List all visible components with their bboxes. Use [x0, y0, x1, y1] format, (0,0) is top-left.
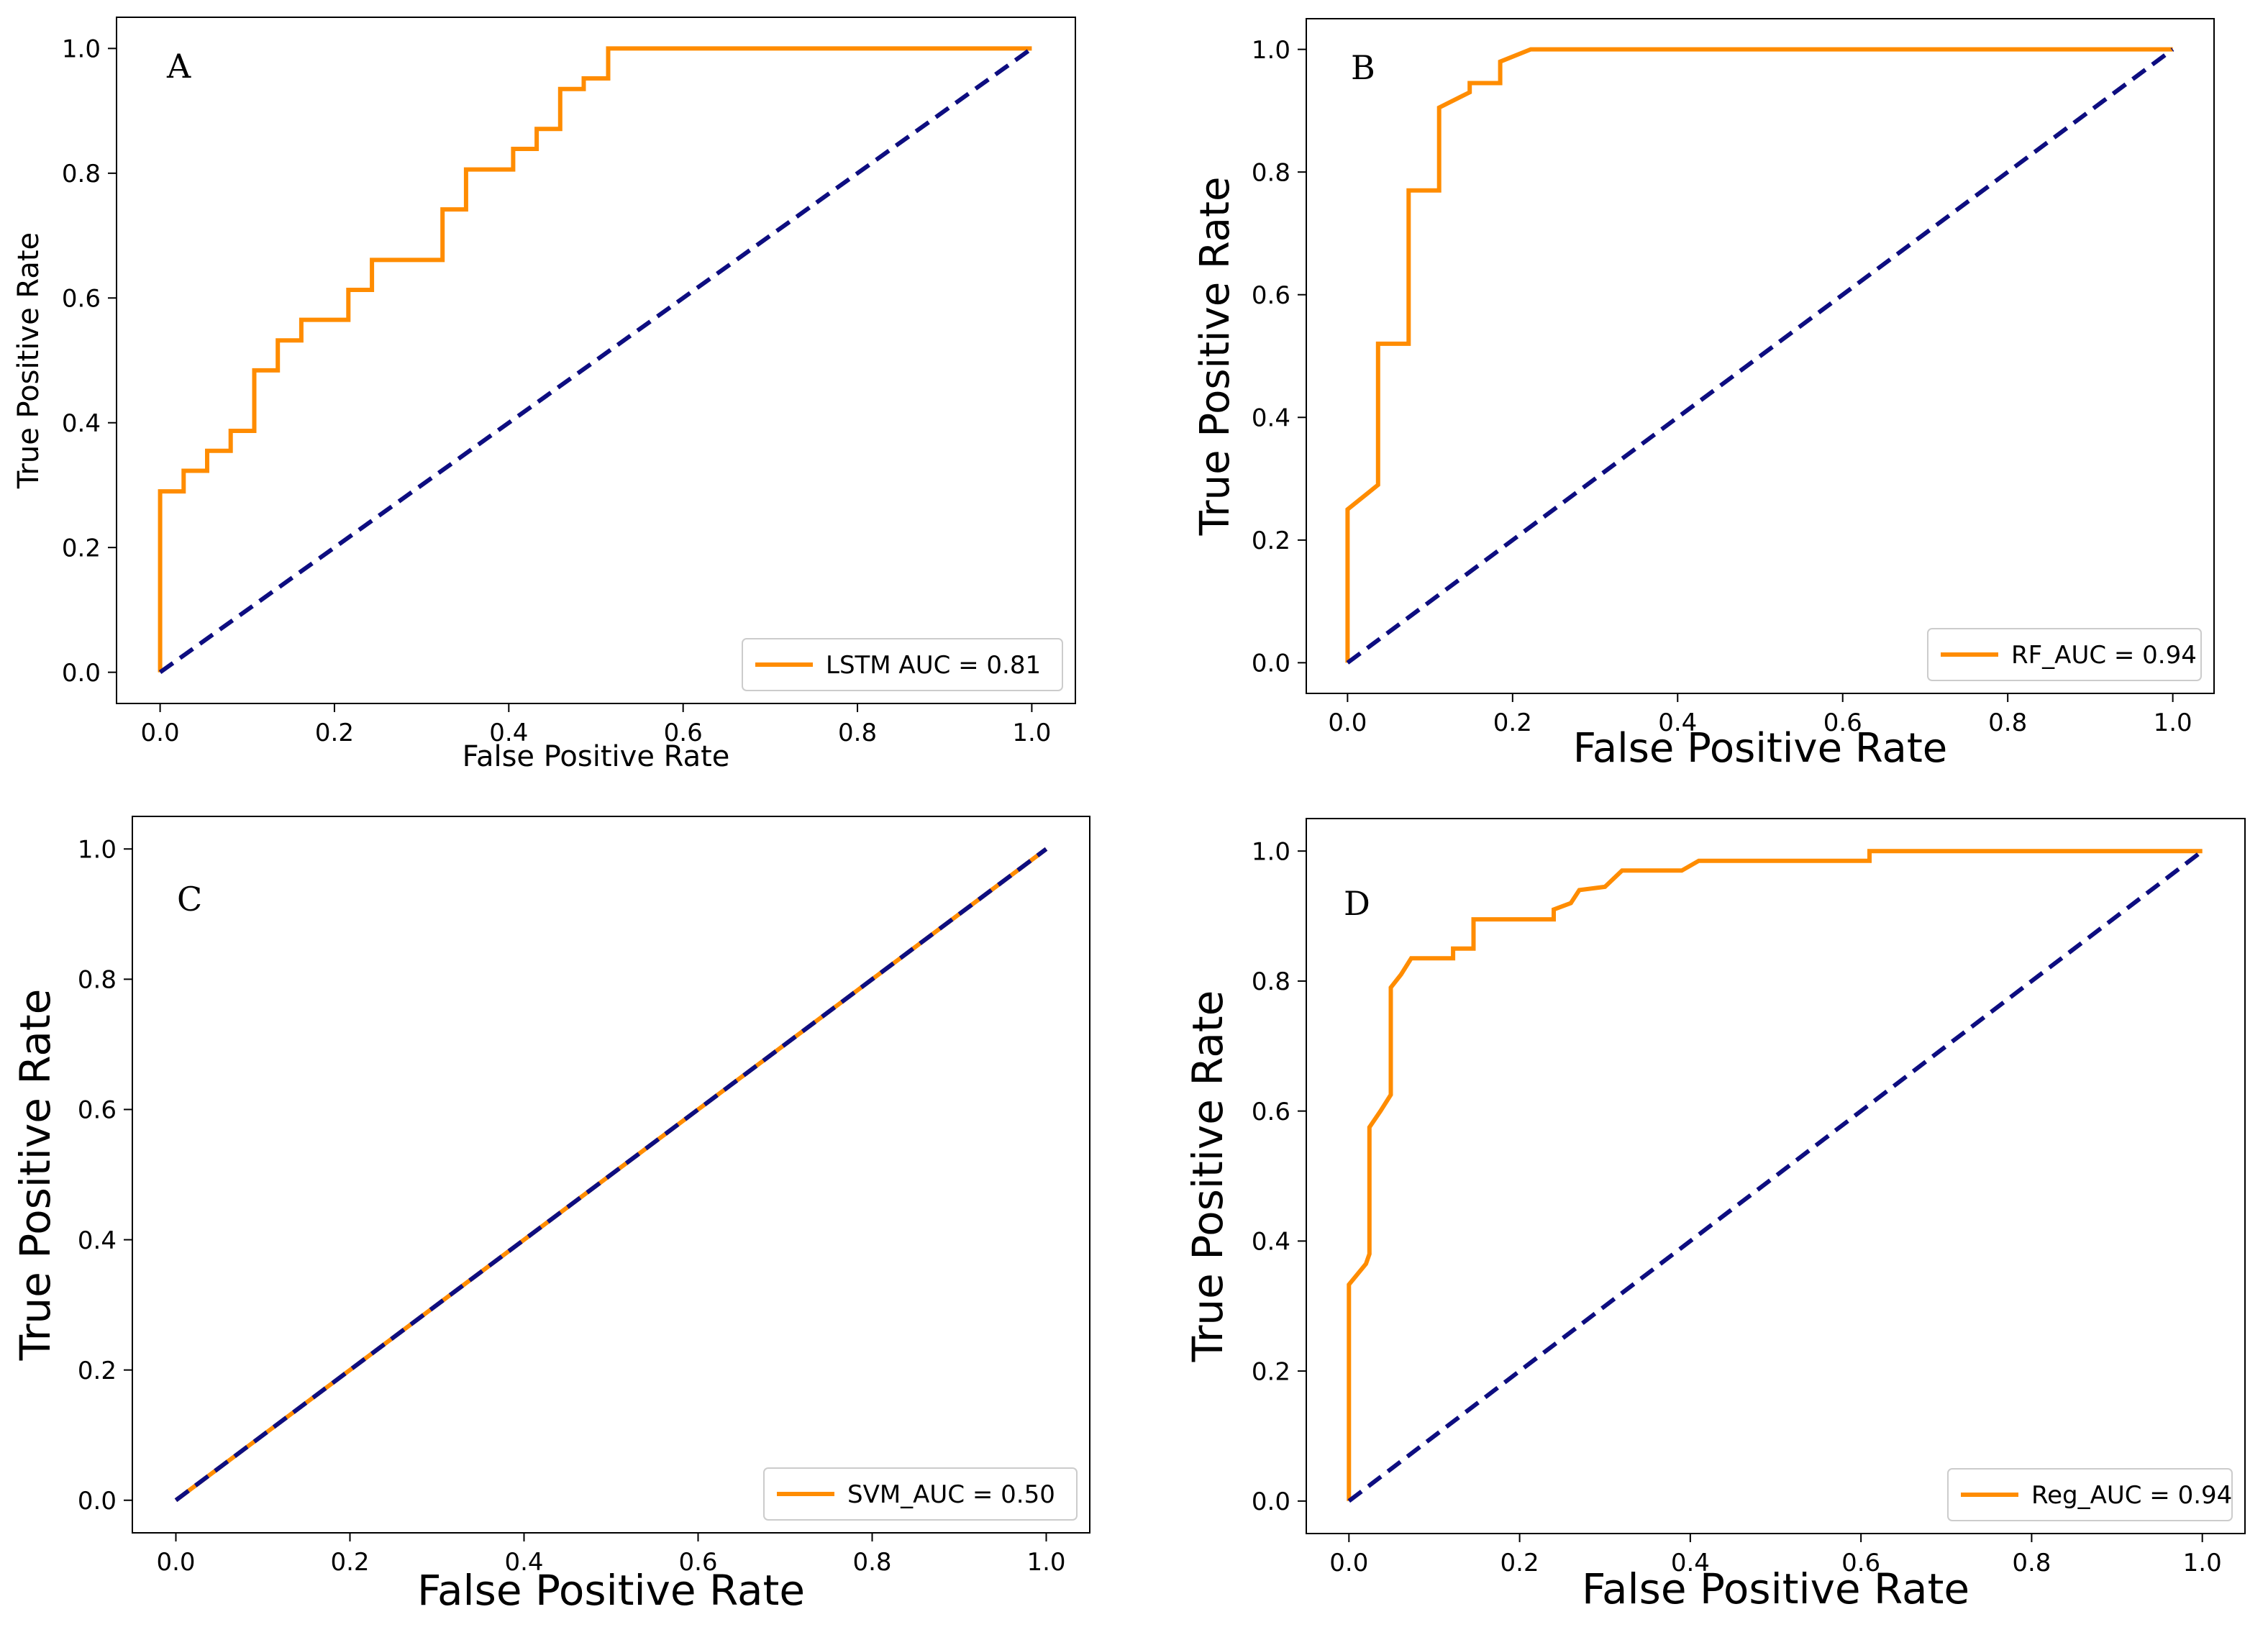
legend-b: RF_AUC = 0.94: [1927, 628, 2202, 681]
panel-letter-b: B: [1351, 48, 1375, 87]
x-tick-label-a-2: 0.4: [489, 719, 528, 747]
y-tick-label-b-3: 0.6: [1252, 281, 1290, 310]
x-tick-label-b-2: 0.4: [1658, 709, 1697, 737]
x-tick-label-c-3: 0.6: [678, 1548, 717, 1577]
x-tick-label-b-1: 0.2: [1493, 709, 1532, 737]
y-tick-label-a-5: 1.0: [62, 35, 101, 64]
x-tick-label-a-1: 0.2: [315, 719, 354, 747]
legend-label-c: SVM_AUC = 0.50: [847, 1480, 1055, 1509]
x-tick-label-d-2: 0.4: [1671, 1549, 1710, 1577]
y-tick-label-b-2: 0.4: [1252, 404, 1290, 433]
panel-letter-c: C: [177, 880, 202, 919]
x-tick-label-c-4: 0.8: [852, 1548, 891, 1577]
roc-panel-a: 0.0 0.2 0.4 0.6 0.8 1.0 0.0 0.2 0.4 0.6 0.8 1.0 Fals…: [12, 17, 1076, 773]
x-tick-label-a-5: 1.0: [1012, 719, 1051, 747]
chance-line-c: [174, 847, 1048, 1503]
y-tick-label-c-4: 0.8: [78, 966, 117, 995]
y-tick-label-c-0: 0.0: [78, 1487, 117, 1516]
x-tick-label-a-3: 0.6: [664, 719, 703, 747]
x-tick-label-a-0: 0.0: [141, 719, 180, 747]
x-axis-label-a: False Positive Rate: [463, 740, 730, 773]
x-tick-label-b-5: 1.0: [2154, 709, 2192, 737]
y-tick-label-d-5: 1.0: [1252, 837, 1290, 866]
y-tick-label-b-5: 1.0: [1252, 36, 1290, 65]
x-tick-label-b-4: 0.8: [1988, 709, 2027, 737]
y-tick-label-c-1: 0.2: [78, 1357, 117, 1385]
y-tick-label-c-3: 0.6: [78, 1096, 117, 1125]
y-axis-label-a: True Positive Rate: [12, 232, 45, 489]
y-tick-label-d-1: 0.2: [1252, 1357, 1290, 1386]
y-tick-label-a-1: 0.2: [62, 534, 101, 562]
y-axis-label-d: True Positive Rate: [1183, 990, 1232, 1363]
legend-box-b: [1927, 628, 2202, 681]
roc-curve-a: [158, 46, 1032, 673]
y-tick-label-d-4: 0.8: [1252, 967, 1290, 996]
legend-box-a: [742, 638, 1063, 691]
legend-box-d: [1947, 1468, 2233, 1521]
x-tick-label-d-0: 0.0: [1329, 1549, 1368, 1577]
roc-curve-b: [1345, 47, 2173, 663]
x-tick-label-d-5: 1.0: [2183, 1549, 2222, 1577]
x-tick-label-a-4: 0.8: [838, 719, 877, 747]
legend-label-b: RF_AUC = 0.94: [2011, 641, 2197, 670]
y-tick-label-b-1: 0.2: [1252, 527, 1290, 555]
chance-line-b: [1346, 47, 2174, 665]
y-tick-label-b-0: 0.0: [1252, 650, 1290, 678]
panel-letter-a: A: [166, 47, 191, 86]
y-tick-label-c-2: 0.4: [78, 1226, 117, 1255]
chance-line-d: [1347, 849, 2204, 1503]
legend-c: SVM_AUC = 0.50: [763, 1467, 1078, 1521]
x-tick-label-c-5: 1.0: [1026, 1548, 1065, 1577]
y-tick-label-a-4: 0.8: [62, 160, 101, 188]
y-tick-label-a-2: 0.4: [62, 409, 101, 438]
legend-label-d: Reg_AUC = 0.94: [2031, 1481, 2232, 1510]
x-tick-label-d-3: 0.6: [1841, 1549, 1880, 1577]
chance-line-a: [158, 46, 1034, 675]
x-tick-label-c-1: 0.2: [330, 1548, 369, 1577]
x-axis-label-b: False Positive Rate: [1573, 725, 1947, 772]
x-tick-label-c-2: 0.4: [504, 1548, 543, 1577]
x-axis-label-d: False Positive Rate: [1582, 1564, 1969, 1613]
legend-label-a: LSTM AUC = 0.81: [826, 651, 1041, 680]
roc-panel-c: 0.0 0.2 0.4 0.6 0.8 1.0 0.0 0.2 0.4 0.6 0.8 1.0 Fals…: [11, 816, 1090, 1615]
x-tick-label-d-1: 0.2: [1500, 1549, 1539, 1577]
y-tick-label-d-0: 0.0: [1252, 1488, 1290, 1516]
x-tick-label-d-4: 0.8: [2012, 1549, 2051, 1577]
y-tick-label-d-3: 0.6: [1252, 1098, 1290, 1126]
x-tick-label-b-3: 0.6: [1823, 709, 1862, 737]
y-tick-label-d-2: 0.4: [1252, 1228, 1290, 1257]
y-tick-label-a-3: 0.6: [62, 285, 101, 314]
legend-box-c: [763, 1467, 1078, 1521]
y-tick-label-a-0: 0.0: [62, 659, 101, 688]
legend-a: LSTM AUC = 0.81: [742, 638, 1063, 691]
x-tick-label-c-0: 0.0: [156, 1548, 195, 1577]
y-tick-label-c-5: 1.0: [78, 836, 117, 865]
y-axis-label-c: True Positive Rate: [11, 989, 60, 1362]
x-axis-label-c: False Positive Rate: [417, 1566, 805, 1615]
roc-panel-b: 0.0 0.2 0.4 0.6 0.8 1.0 0.0 0.2 0.4 0.6 0.8 1.0 Fals…: [1192, 18, 2215, 772]
panel-letter-d: D: [1344, 884, 1370, 923]
y-tick-label-b-4: 0.8: [1252, 158, 1290, 187]
x-tick-label-b-0: 0.0: [1328, 709, 1367, 737]
roc-curve-d: [1347, 849, 2203, 1501]
roc-panel-d: 0.0 0.2 0.4 0.6 0.8 1.0 0.0 0.2 0.4 0.6 0.8 1.0 Fals…: [1183, 818, 2246, 1613]
legend-d: Reg_AUC = 0.94: [1947, 1468, 2233, 1521]
y-axis-label-b: True Positive Rate: [1192, 177, 1239, 537]
